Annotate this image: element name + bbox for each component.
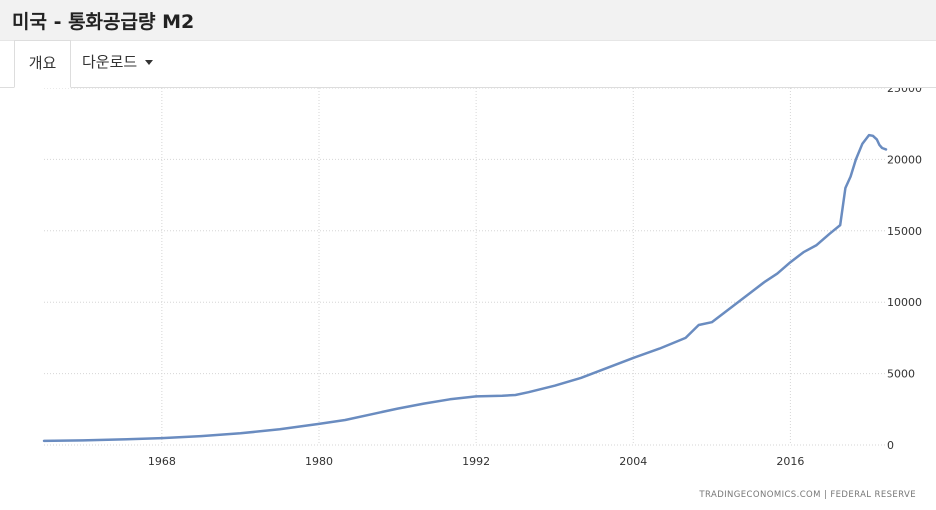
chart-series — [42, 133, 888, 443]
chart-ticks: 0 5000 10000 15000 20000 25000 1968 1980 1992 200… — [148, 88, 922, 468]
y-tick-label: 5000 — [887, 368, 915, 381]
title-bar: 미국 - 통화공급량 M2 — [0, 0, 936, 40]
y-tick-label: 25000 — [887, 88, 922, 95]
x-tick-label: 2016 — [776, 455, 804, 468]
tab-download-dropdown[interactable]: 다운로드 — [82, 40, 154, 88]
chart-source-label: TRADINGECONOMICS.COM | FEDERAL RESERVE — [698, 490, 916, 500]
tab-strip: 개요 다운로드 — [0, 40, 936, 88]
m2-line-chart: 0 5000 10000 15000 20000 25000 1968 1980 1992 200… — [42, 88, 922, 500]
y-tick-label: 20000 — [887, 153, 922, 166]
x-tick-label: 1980 — [305, 455, 333, 468]
x-tick-label: 1968 — [148, 455, 176, 468]
y-tick-label: 15000 — [887, 225, 922, 238]
x-tick-label: 2004 — [619, 455, 647, 468]
series-line-m2[interactable] — [42, 133, 888, 443]
x-tick-label: 1992 — [462, 455, 490, 468]
tab-overview-label: 개요 — [28, 54, 57, 72]
chart-grid — [44, 88, 886, 446]
caret-down-icon — [145, 60, 154, 65]
y-tick-label: 10000 — [887, 296, 922, 309]
y-tick-label: 0 — [887, 439, 894, 452]
tab-overview[interactable]: 개요 — [14, 40, 71, 88]
tab-download-label: 다운로드 — [82, 53, 138, 71]
page-title: 미국 - 통화공급량 M2 — [12, 11, 195, 33]
